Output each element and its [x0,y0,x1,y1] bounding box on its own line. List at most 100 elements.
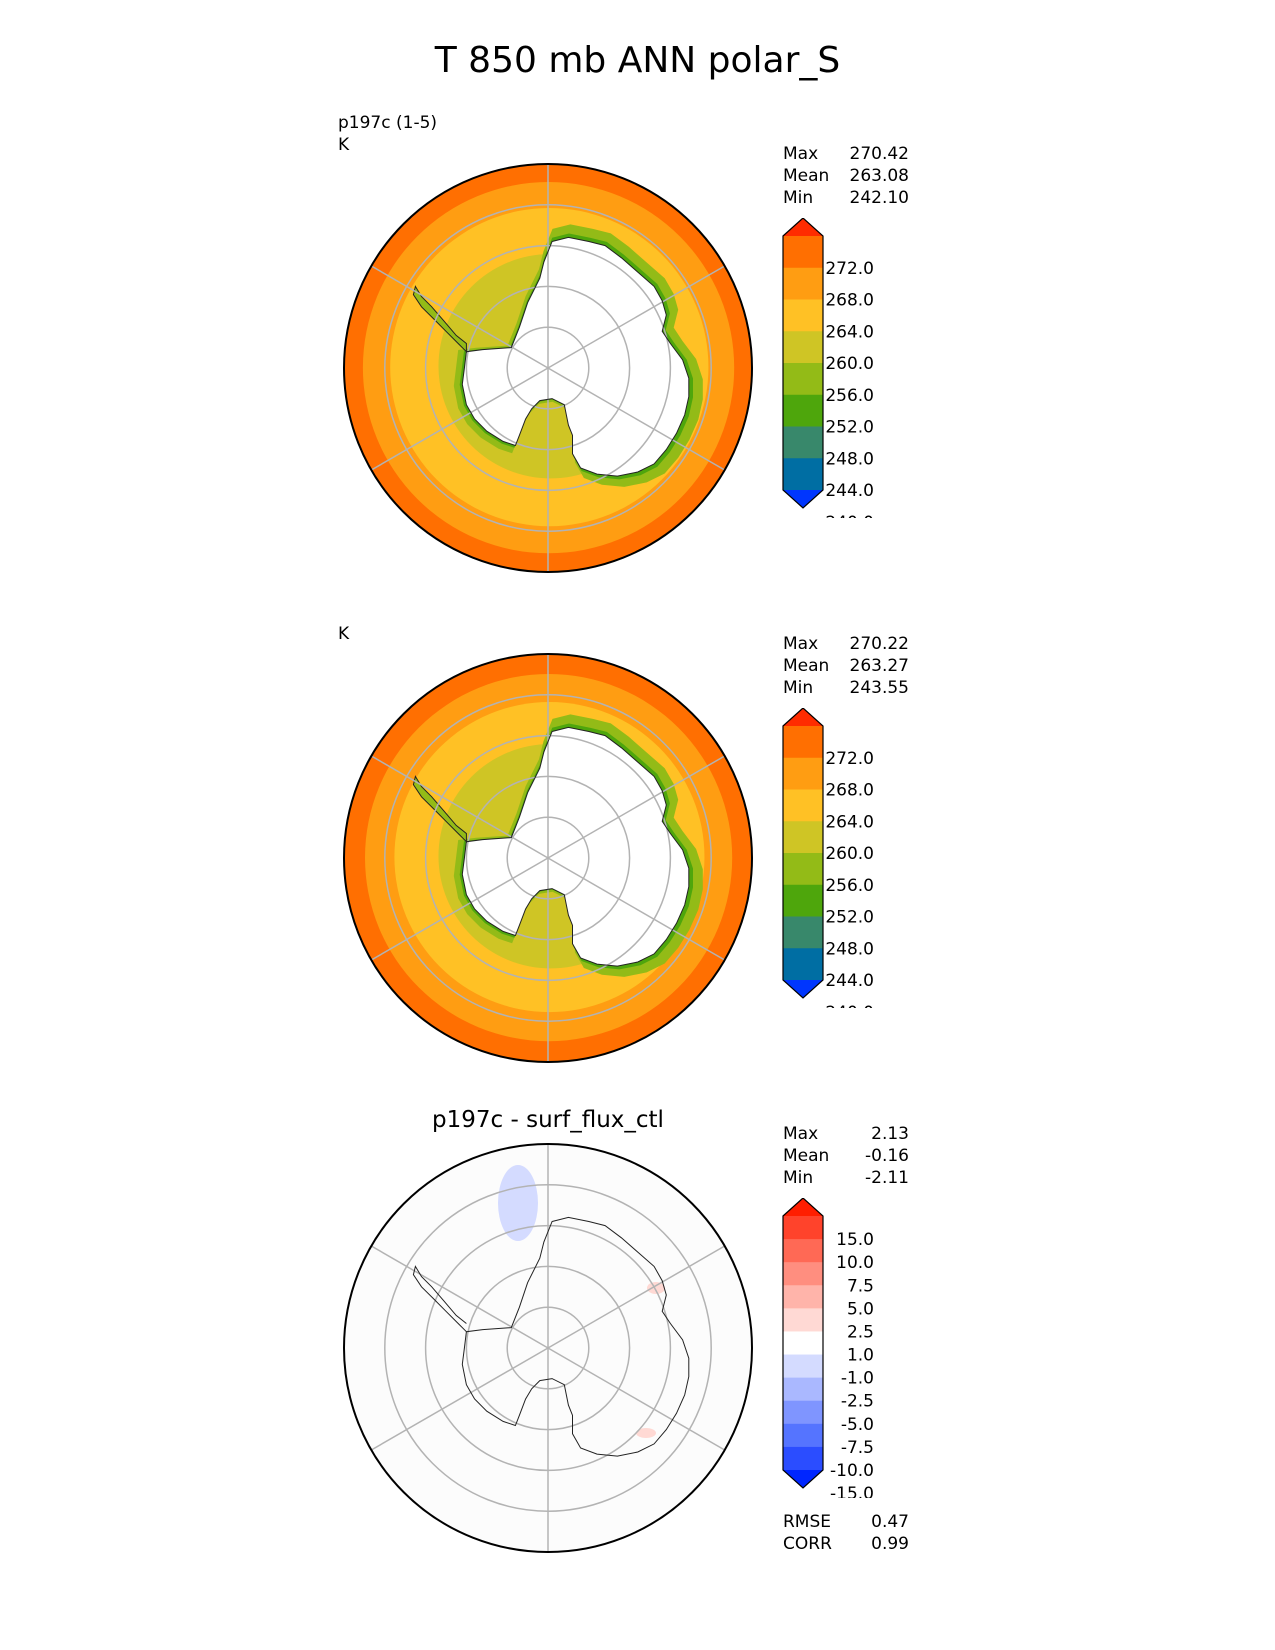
panel3-title: p197c - surf_flux_ctl [432,1107,664,1133]
stat-label: Mean [783,1146,830,1166]
colorbar-tick-label: 248.0 [825,449,874,469]
map-boundary [343,653,753,1063]
colorbar-tick-label: 240.0 [825,513,874,518]
colorbar-tick-label: 272.0 [825,749,874,769]
coastline [461,1216,690,1457]
panel3-metrics: RMSE 0.47 CORR 0.99 [783,1511,909,1555]
peninsula [412,775,467,843]
meridian-line [370,755,549,859]
colorbar-tick-label: 264.0 [825,812,874,832]
stat-label: Min [783,678,814,698]
meridian-line [370,1245,549,1349]
colorbar-tick-label: 244.0 [825,971,874,991]
meridian-line [547,1245,726,1349]
colorbar-extend-min [783,490,823,508]
stat-label: Mean [783,166,830,186]
map-boundary [343,163,753,573]
colorbar-tick-label: 272.0 [825,259,874,279]
stat-label: Min [783,1168,814,1188]
meridian-line [370,1347,549,1451]
panel3-colorbar: 15.0 10.0 7.5 5.0 2.5 1.0 -1.0 -2.5 -5.0 -7.5 -10.… [782,1198,874,1498]
colorbar-tick-label: 10.0 [836,1253,874,1273]
panel1-name-label: p197c (1-5) [338,113,438,133]
metric-row-corr: CORR 0.99 [783,1533,909,1555]
metric-value: 0.47 [871,1512,909,1532]
stat-label: Max [783,634,819,654]
colorbar-tick-label: 256.0 [825,386,874,406]
colorbar-segment [783,1331,823,1356]
stat-label: Min [783,188,814,208]
colorbar-segment [783,726,823,759]
peninsula-coastline [412,1265,467,1333]
colorbar-outline [782,1198,824,1489]
colorbar-segment [783,236,823,269]
meridian-line [370,857,549,961]
panel3-polar-map [343,1143,753,1553]
colorbar-segment [783,267,823,300]
colorbar-segment [783,299,823,332]
stat-value: 270.22 [849,634,909,654]
panel2-stats: Max 270.22 Mean 263.27 Min 243.55 [783,633,909,699]
colorbar-tick-label: 256.0 [825,876,874,896]
colorbar-extend-max [783,218,823,236]
metric-label: CORR [783,1534,832,1554]
meridian-line [547,265,726,369]
stat-value: 242.10 [849,188,909,208]
meridian-line [370,265,549,369]
stat-row-min: Min 242.10 [783,187,909,209]
figure-title: T 850 mb ANN polar_S [434,40,841,81]
colorbar-tick-label: 268.0 [825,291,874,311]
stat-value: -0.16 [865,1146,909,1166]
colorbar-outline [782,708,824,999]
colorbar-tick-label: -7.5 [841,1438,874,1458]
meridian-line [547,857,726,961]
meridian-line [547,367,726,471]
panel3-stats: Max 2.13 Mean -0.16 Min -2.11 [783,1123,909,1189]
colorbar-tick-label: 2.5 [847,1322,874,1342]
stat-label: Max [783,144,819,164]
coastline [461,726,690,967]
meridian-line [547,1347,726,1451]
colorbar-segment [783,363,823,396]
stat-row-min: Min 243.55 [783,677,909,699]
colorbar-segment [783,916,823,949]
colorbar-segment [783,1239,823,1263]
colorbar-tick-label: 264.0 [825,322,874,342]
stat-value: 2.13 [871,1124,909,1144]
negative-anomaly-patch [498,1165,538,1241]
panel2-polar-map [343,653,753,1063]
graticule [370,654,726,1062]
colorbar-segment [783,948,823,981]
colorbar-tick-label: -1.0 [841,1369,874,1389]
stat-value: -2.11 [865,1168,909,1188]
map-boundary [343,1143,753,1553]
colorbar-tick-label: -15.0 [830,1484,874,1498]
colorbar-tick-label: -5.0 [841,1415,874,1435]
colorbar-segment [783,789,823,822]
panel1-units-label: K [338,135,350,155]
colorbar-segment [783,757,823,790]
panel2-colorbar: 272.0 268.0 264.0 260.0 256.0 252.0 248.0 244.0… [782,708,874,1008]
stat-row-mean: Mean -0.16 [783,1145,909,1167]
colorbar-tick-label: 260.0 [825,354,874,374]
colorbar-segment [783,1354,823,1379]
colorbar-segment [783,853,823,886]
stat-row-mean: Mean 263.08 [783,165,909,187]
positive-anomaly-patch [647,1282,665,1294]
metric-label: RMSE [783,1512,832,1532]
colorbar-tick-label: 5.0 [847,1299,874,1319]
colorbar-segment [783,1400,823,1425]
colorbar-tick-label: 268.0 [825,781,874,801]
panel1-polar-map [343,163,753,573]
colorbar-tick-label: 15.0 [836,1230,874,1250]
colorbar-tick-label: 1.0 [847,1346,874,1366]
stat-value: 263.27 [849,656,909,676]
stat-value: 243.55 [849,678,909,698]
stat-row-max: Max 270.22 [783,633,909,655]
meridian-line [370,367,549,471]
graticule [370,1144,726,1552]
stat-value: 263.08 [849,166,909,186]
colorbar-segment [783,1216,823,1240]
metric-value: 0.99 [871,1534,909,1554]
colorbar-tick-label: 252.0 [825,418,874,438]
